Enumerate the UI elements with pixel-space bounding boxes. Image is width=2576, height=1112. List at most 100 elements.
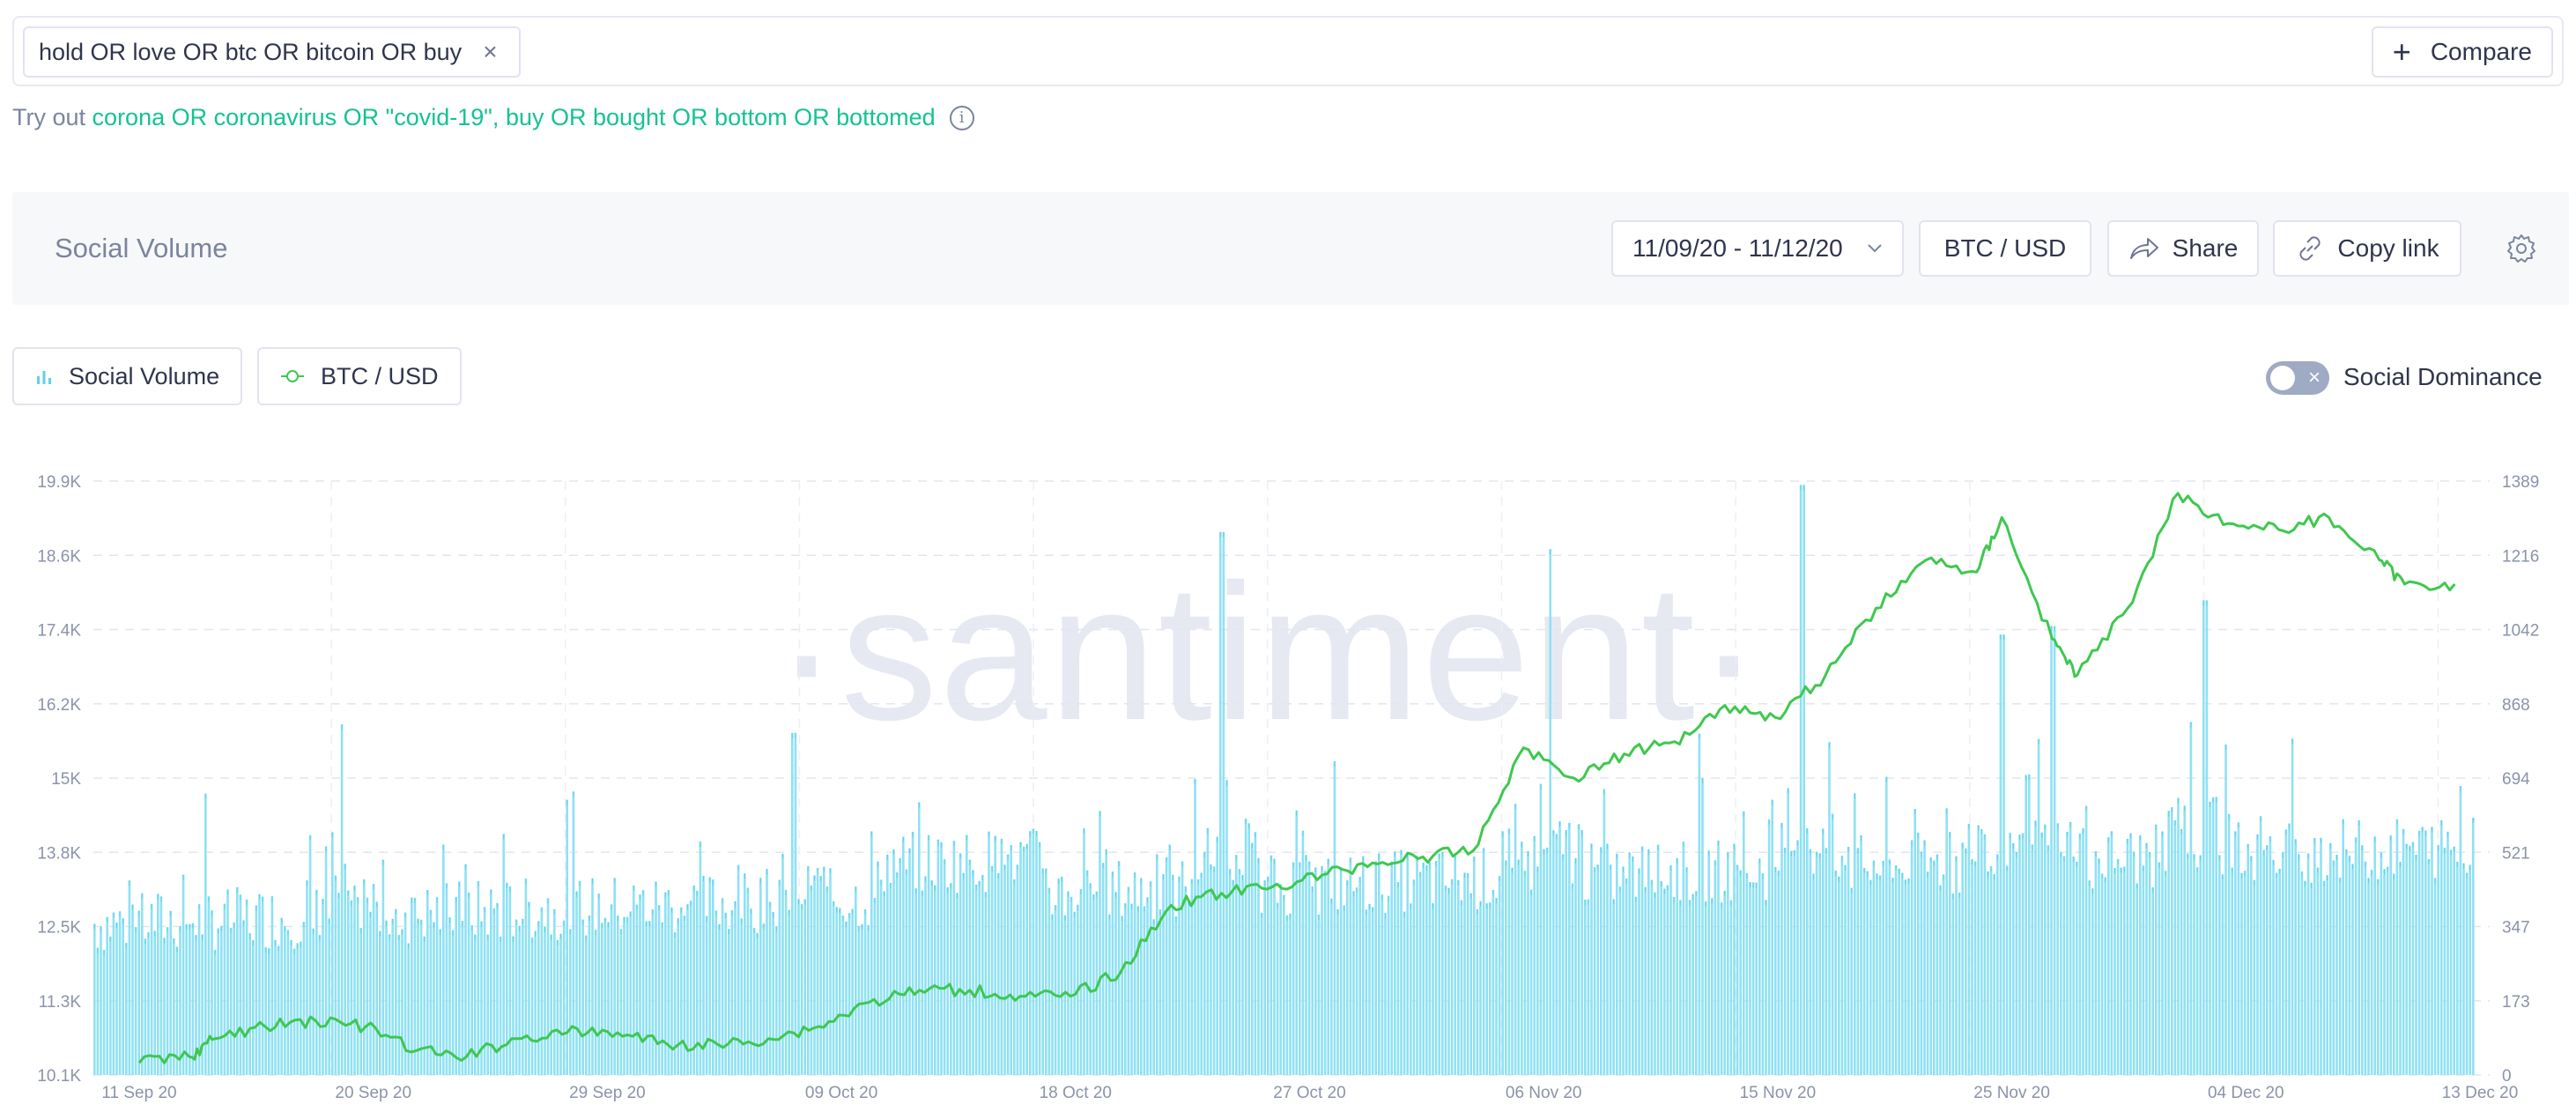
volume-bar	[661, 922, 663, 1075]
remove-query-icon[interactable]: ×	[483, 38, 498, 65]
suggestion-link-1[interactable]: corona OR coronavirus OR "covid-19"	[92, 104, 492, 130]
volume-bar	[2335, 855, 2338, 1075]
volume-bar	[2284, 829, 2288, 1075]
volume-bar	[1444, 886, 1447, 1075]
compare-button[interactable]: + Compare	[2371, 26, 2553, 78]
volume-bar	[2047, 845, 2050, 1075]
volume-bar	[286, 930, 290, 1075]
volume-bar	[506, 882, 508, 1075]
volume-bar	[597, 893, 600, 1075]
volume-bar	[134, 927, 137, 1075]
volume-bar	[122, 918, 124, 1075]
volume-bar	[1013, 878, 1016, 1075]
volume-bar	[746, 887, 750, 1075]
volume-bar	[1999, 634, 2002, 1075]
volume-bar	[641, 890, 645, 1075]
volume-bar	[2132, 851, 2136, 1075]
volume-bar	[2084, 805, 2088, 1075]
volume-bar	[102, 950, 106, 1075]
volume-bar	[1083, 828, 1085, 1075]
volume-bar	[1330, 898, 1333, 1075]
pair-selector-button[interactable]: BTC / USD	[1919, 220, 2091, 277]
volume-bar	[2399, 862, 2402, 1075]
volume-bars	[93, 485, 2475, 1075]
volume-bar	[1743, 811, 1745, 1075]
volume-bar	[734, 901, 737, 1075]
volume-bar	[2459, 786, 2462, 1075]
volume-bar	[1987, 871, 1989, 1075]
share-button[interactable]: Share	[2107, 220, 2259, 277]
social-volume-chart[interactable]: ·santiment· 10.1K 11.3K 12.5K 13.8K 15K 16.2K…	[0, 458, 2576, 1112]
volume-bar	[1761, 873, 1765, 1075]
volume-bar	[1200, 872, 1203, 1075]
volume-bar	[1854, 793, 1856, 1075]
volume-bar	[1143, 906, 1146, 1075]
volume-bar	[1543, 849, 1545, 1075]
volume-bar	[696, 890, 699, 1075]
volume-bar	[952, 841, 956, 1075]
volume-bar	[2256, 834, 2259, 1075]
legend-btc-usd-label: BTC / USD	[321, 362, 439, 389]
volume-bar	[522, 918, 524, 1075]
volume-bar	[689, 901, 692, 1075]
volume-bar	[892, 849, 895, 1075]
info-icon[interactable]: i	[949, 105, 974, 130]
query-chip[interactable]: hold OR love OR btc OR bitcoin OR buy ×	[23, 26, 521, 78]
social-dominance-toggle[interactable]: ×	[2266, 361, 2329, 395]
volume-bar	[2136, 883, 2138, 1075]
volume-bar	[1755, 882, 1758, 1075]
volume-bar	[1067, 891, 1070, 1075]
volume-bar	[714, 910, 718, 1075]
volume-bar	[213, 949, 217, 1075]
line-series-icon	[281, 370, 304, 382]
volume-bar	[1301, 830, 1305, 1075]
volume-bar	[1095, 891, 1099, 1075]
volume-bar	[1549, 549, 1551, 1075]
volume-bar	[233, 922, 235, 1075]
copy-link-button[interactable]: Copy link	[2273, 220, 2461, 277]
volume-bar	[1545, 848, 1549, 1075]
volume-bar	[306, 880, 308, 1075]
volume-bar	[810, 885, 813, 1075]
volume-bar	[1489, 902, 1492, 1075]
volume-bar	[2094, 851, 2098, 1075]
volume-bar	[2171, 807, 2173, 1075]
gear-icon[interactable]	[2506, 233, 2537, 264]
volume-bar	[718, 923, 721, 1075]
volume-bar	[2250, 856, 2253, 1075]
volume-bar	[867, 925, 870, 1075]
volume-bar	[2142, 865, 2145, 1075]
volume-bar	[1085, 870, 1089, 1075]
date-range-picker[interactable]: 11/09/20 - 11/12/20	[1611, 220, 1904, 277]
volume-bar	[369, 911, 372, 1075]
legend-social-volume[interactable]: Social Volume	[12, 347, 243, 405]
volume-bar	[1206, 827, 1210, 1075]
volume-bar	[2066, 831, 2069, 1075]
volume-bar	[816, 868, 819, 1075]
volume-bar	[372, 884, 375, 1075]
volume-bar	[467, 892, 470, 1075]
volume-bar	[581, 919, 584, 1075]
suggestion-link-2[interactable]: buy OR bought OR bottom OR bottomed	[505, 104, 936, 130]
volume-bar	[1866, 871, 1869, 1075]
volume-bar	[356, 897, 359, 1075]
volume-bar	[1381, 894, 1384, 1075]
volume-bar	[1688, 900, 1691, 1075]
volume-bar	[433, 922, 435, 1075]
volume-bar	[413, 897, 417, 1075]
volume-bar	[1593, 867, 1596, 1075]
volume-bar	[1323, 871, 1327, 1075]
volume-bar	[347, 890, 350, 1075]
volume-bar	[189, 923, 191, 1075]
volume-bar	[550, 934, 552, 1075]
volume-bar	[530, 938, 534, 1075]
legend-btc-usd[interactable]: BTC / USD	[257, 347, 462, 405]
volume-bar	[2021, 833, 2025, 1075]
volume-bar	[1862, 867, 1866, 1075]
volume-bar	[1888, 859, 1891, 1075]
right-axis-tick: 694	[2502, 770, 2530, 789]
volume-bar	[1727, 852, 1729, 1075]
volume-bar	[2427, 858, 2431, 1075]
volume-bar	[1926, 871, 1929, 1075]
volume-bar	[1758, 858, 1761, 1075]
